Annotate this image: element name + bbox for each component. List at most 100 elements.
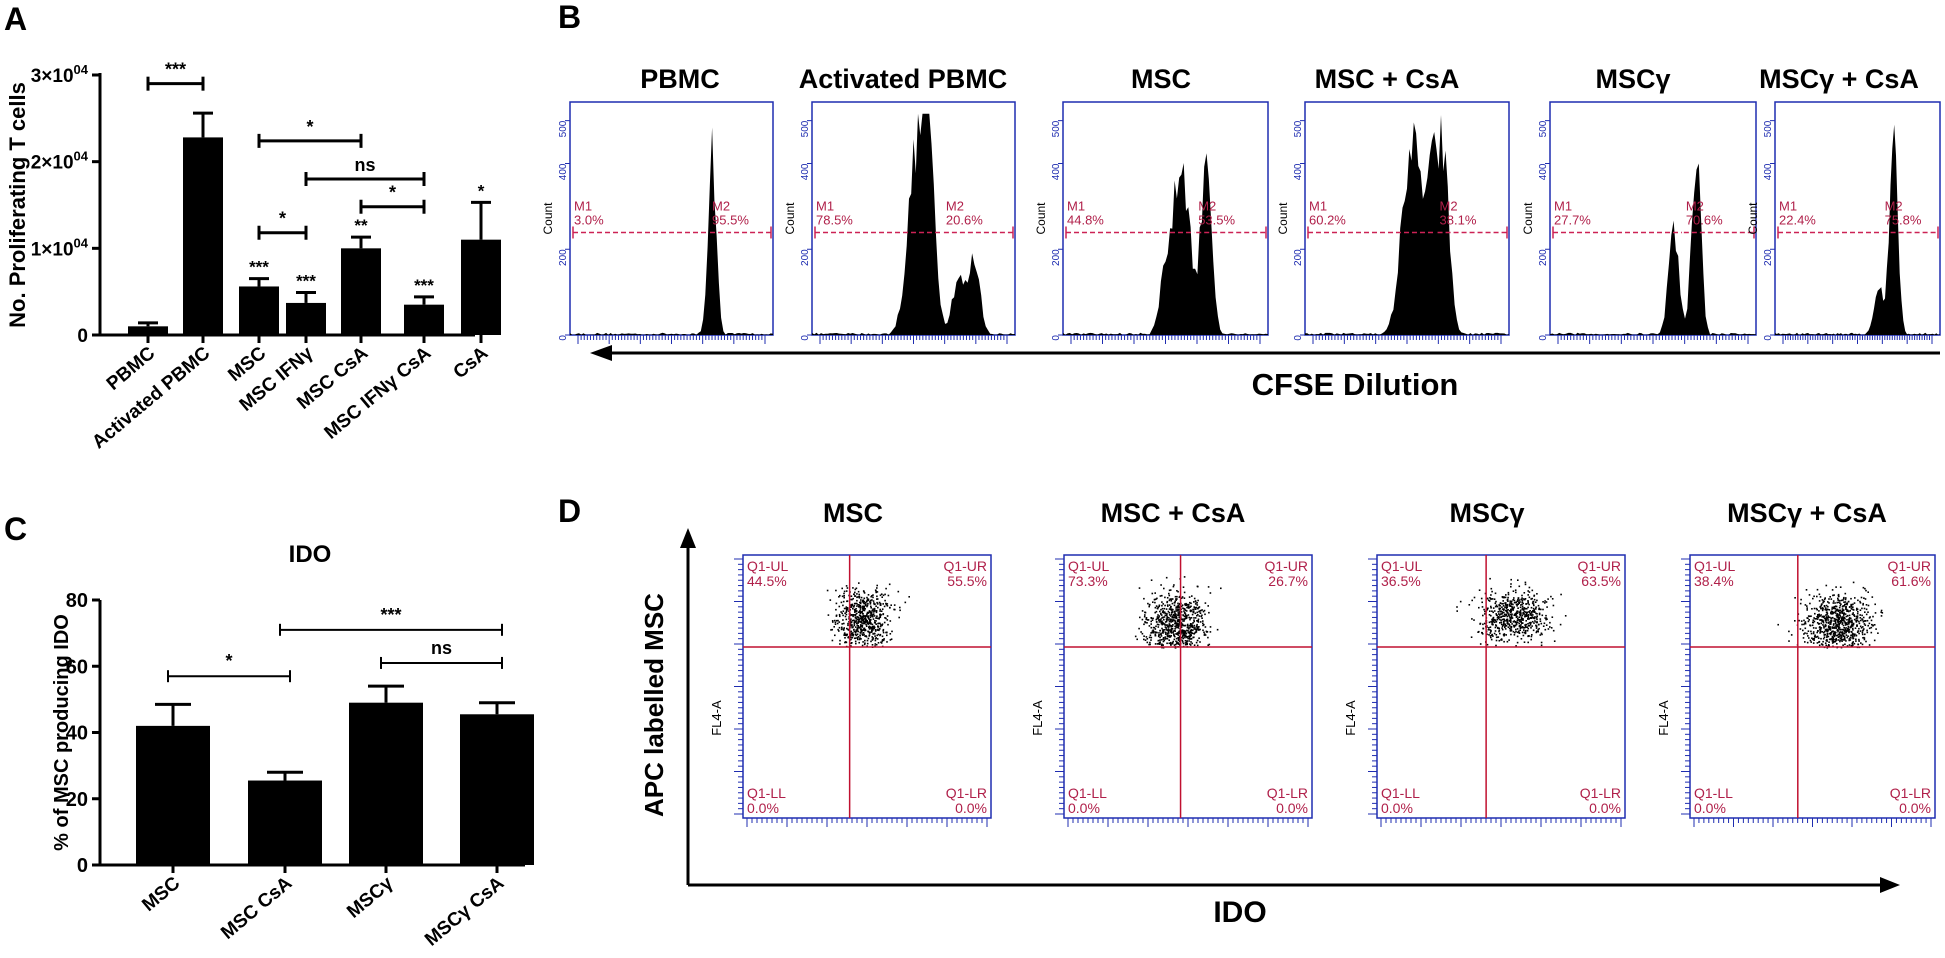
event-dot (1842, 619, 1845, 622)
event-dot (1196, 623, 1198, 626)
event-dot (1812, 642, 1815, 644)
event-dot (834, 634, 836, 637)
event-dot (1159, 629, 1162, 632)
quadrant-lr-value: 0.0% (1589, 800, 1621, 816)
event-dot (1492, 635, 1494, 637)
event-dot (1184, 617, 1187, 620)
event-dot (851, 598, 853, 601)
event-dot (865, 635, 867, 637)
event-dot (1535, 608, 1537, 610)
event-dot (1861, 630, 1864, 632)
event-dot (1527, 614, 1530, 616)
event-dot (1825, 619, 1828, 621)
event-dot (1824, 633, 1827, 636)
event-dot (1504, 628, 1507, 630)
event-dot (835, 602, 838, 605)
event-dot (869, 616, 872, 619)
event-dot (1519, 606, 1522, 609)
event-dot (1175, 608, 1177, 610)
event-dot (1200, 609, 1202, 612)
event-dot (1473, 619, 1475, 621)
event-dot (1187, 607, 1190, 609)
event-dot (1819, 628, 1821, 631)
y-tick-label: 20 (66, 789, 88, 811)
event-dot (850, 606, 853, 608)
event-dot (866, 622, 869, 625)
event-dot (1180, 597, 1183, 599)
event-dot (1853, 615, 1856, 617)
event-dot (853, 630, 856, 633)
event-dot (845, 611, 848, 613)
event-dot (1490, 605, 1492, 608)
event-dot (1828, 632, 1831, 635)
event-dot (1162, 640, 1165, 643)
event-dot (853, 623, 856, 625)
event-dot (1860, 627, 1863, 629)
event-dot (1178, 638, 1180, 641)
event-dot (1165, 620, 1168, 623)
event-dot (866, 604, 869, 607)
event-dot (1494, 605, 1497, 608)
event-dot (1181, 618, 1184, 620)
event-dot (1844, 592, 1847, 595)
event-dot (1192, 608, 1194, 611)
event-dot (1531, 625, 1533, 627)
event-dot (1176, 605, 1179, 608)
event-dot (1523, 613, 1525, 615)
event-dot (1815, 607, 1818, 610)
event-dot (1521, 605, 1524, 608)
event-dot (1535, 631, 1538, 634)
event-dot (1833, 626, 1835, 629)
event-dot (1545, 614, 1547, 617)
event-dot (1532, 607, 1535, 610)
event-dot (1819, 596, 1822, 598)
event-dot (1534, 601, 1537, 603)
event-dot (1172, 585, 1175, 588)
histogram-area (1775, 124, 1940, 335)
event-dot (1497, 636, 1500, 638)
event-dot (1818, 644, 1821, 647)
panel-letter-d: D (558, 493, 581, 529)
event-dot (1163, 623, 1166, 625)
event-dot (1516, 612, 1519, 614)
event-dot (844, 641, 846, 644)
event-dot (1509, 613, 1512, 616)
event-dot (1522, 619, 1524, 621)
event-dot (1181, 618, 1183, 621)
event-dot (1533, 598, 1536, 601)
event-dot (1178, 630, 1181, 632)
event-dot (847, 622, 849, 625)
event-dot (1845, 608, 1847, 610)
gate-name: M2 (1440, 198, 1458, 213)
event-dot (1508, 623, 1510, 625)
event-dot (1867, 604, 1870, 607)
event-dot (1805, 589, 1808, 591)
event-dot (861, 617, 864, 620)
event-dot (1819, 615, 1821, 617)
event-dot (882, 613, 885, 615)
event-dot (845, 618, 848, 621)
event-dot (1192, 611, 1195, 614)
histogram-area (1063, 153, 1268, 335)
event-dot (1538, 613, 1541, 616)
event-dot (1848, 623, 1850, 625)
event-dot (1508, 610, 1511, 612)
histogram-area (1305, 115, 1509, 335)
event-dot (1564, 615, 1567, 617)
event-dot (1863, 620, 1866, 622)
event-dot (855, 620, 858, 622)
event-dot (1505, 634, 1507, 636)
event-dot (1545, 624, 1548, 626)
event-dot (1867, 591, 1869, 593)
event-dot (1527, 590, 1529, 592)
event-dot (1852, 636, 1854, 638)
event-dot (871, 644, 874, 646)
event-dot (871, 629, 873, 632)
event-dot (1818, 600, 1821, 602)
event-dot (1521, 622, 1524, 624)
chart-title: IDO (289, 541, 332, 568)
event-dot (858, 641, 860, 644)
event-dot (1145, 618, 1148, 621)
